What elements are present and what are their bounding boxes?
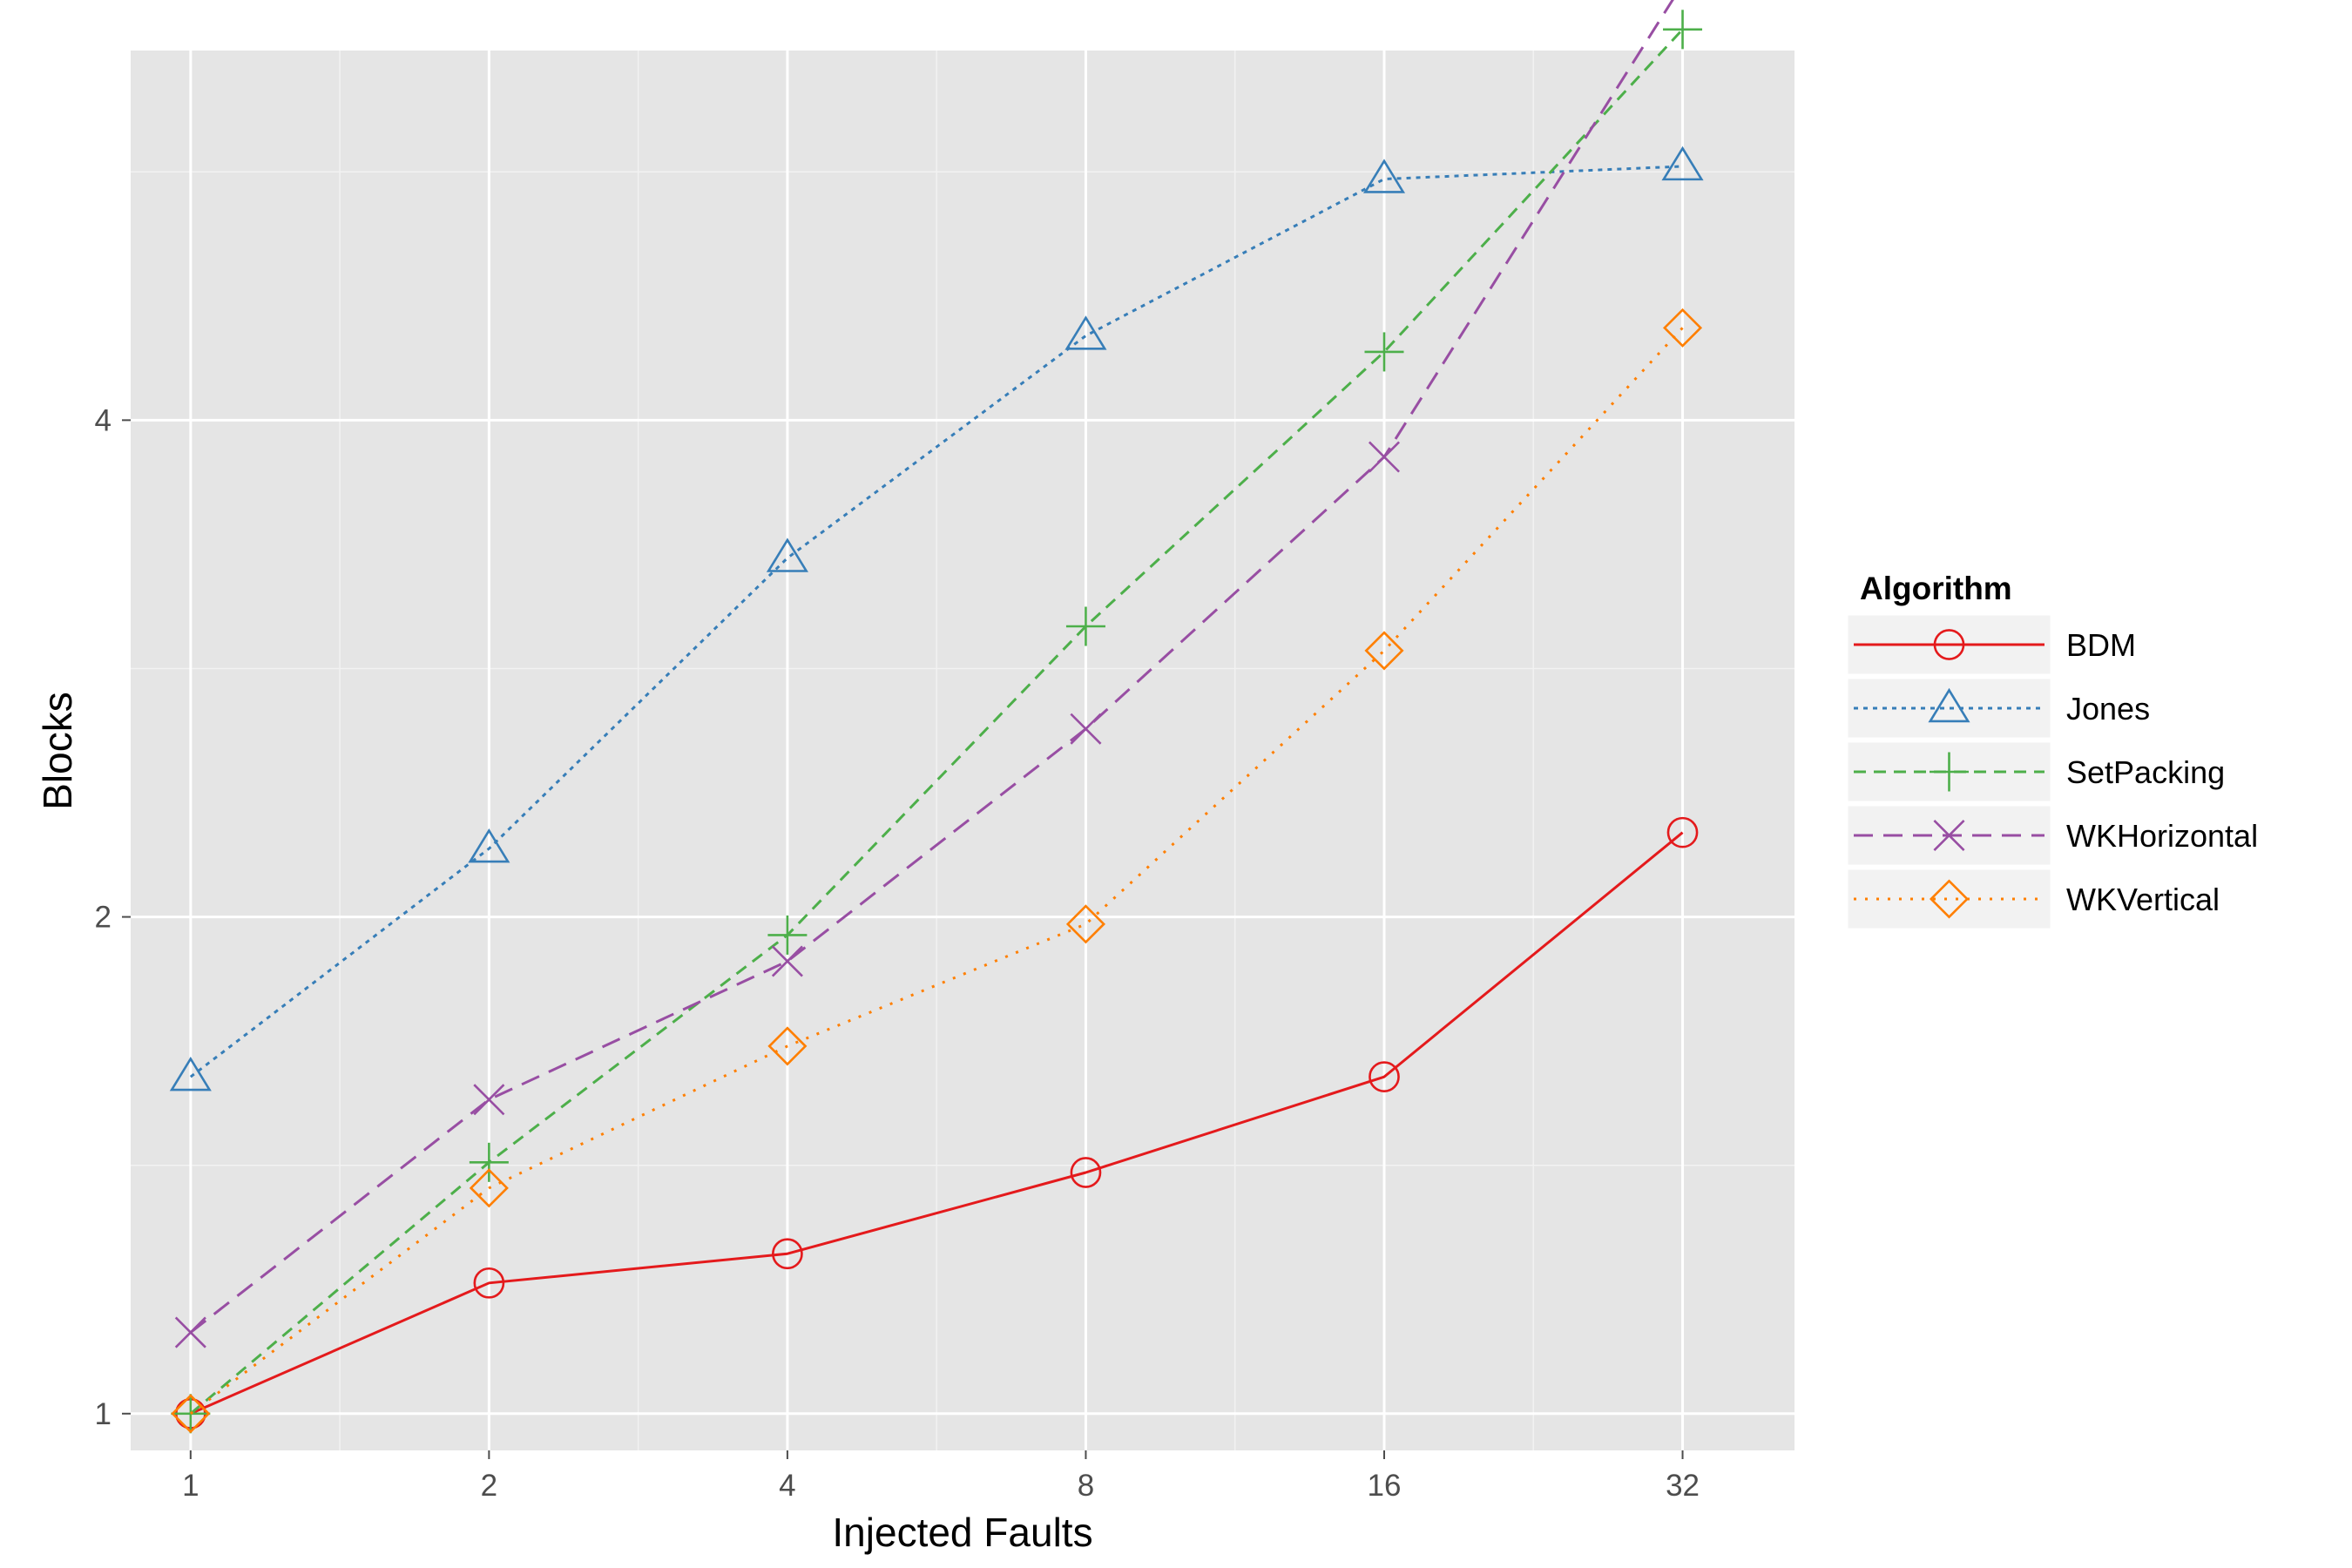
legend-item-wkhorizontal: WKHorizontal	[1845, 803, 2258, 868]
data-point-wkvertical	[767, 1026, 808, 1066]
data-point-bdm	[1666, 816, 1699, 848]
legend-key-marker	[1928, 687, 1970, 723]
legend-item-jones: Jones	[1845, 676, 2150, 740]
series-wkvertical	[171, 308, 1703, 1434]
y-axis-title: Blocks	[35, 692, 80, 809]
data-point-jones	[1362, 159, 1406, 193]
series-line-jones	[189, 165, 1683, 1078]
series-wkhorizontal	[174, 0, 1674, 1348]
data-point-setpacking	[469, 1142, 509, 1182]
legend-label: BDM	[2066, 627, 2136, 663]
axis-ticks: 1 2 4 8 16 32 1 2 4	[95, 403, 1700, 1503]
legend-item-wkvertical: WKVertical	[1845, 867, 2220, 931]
data-point-wkhorizontal	[473, 1084, 505, 1116]
legend-key-marker	[1933, 629, 1965, 660]
x-tick-label: 1	[182, 1469, 199, 1503]
data-point-wkvertical	[1364, 631, 1404, 671]
data-point-jones	[468, 828, 510, 863]
y-tick-label: 4	[95, 403, 112, 437]
data-point-wkhorizontal	[1070, 713, 1102, 745]
x-tick-label: 2	[481, 1469, 497, 1503]
data-point-bdm	[1369, 1061, 1400, 1093]
legend-item-setpacking: SetPacking	[1845, 740, 2225, 804]
legend-key-background	[1845, 867, 2053, 931]
data-point-wkhorizontal	[1368, 441, 1401, 473]
data-point-wkvertical	[1662, 308, 1703, 348]
series-jones	[169, 145, 1704, 1092]
series-line-wkhorizontal	[189, 0, 1674, 1334]
x-tick-label: 8	[1078, 1469, 1094, 1503]
legend-label: Jones	[2066, 691, 2150, 727]
legend-key-marker	[1930, 752, 1969, 792]
legend: Algorithm BDM Jones SetPacking WKHorizontal…	[1845, 571, 2258, 931]
data-point-wkvertical	[1065, 904, 1105, 944]
data-point-wkvertical	[171, 1394, 211, 1434]
data-point-jones	[169, 1056, 212, 1092]
legend-key-marker	[1933, 819, 1965, 852]
data-point-bdm	[1070, 1157, 1102, 1188]
x-tick-label: 4	[779, 1469, 795, 1503]
series-layer	[169, 0, 1704, 1434]
data-point-wkhorizontal	[174, 1316, 206, 1348]
legend-item-bdm: BDM	[1845, 612, 2136, 677]
legend-title: Algorithm	[1860, 571, 2012, 606]
legend-label: SetPacking	[2066, 754, 2225, 790]
major-gridlines	[131, 51, 1794, 1450]
x-axis-title: Injected Faults	[832, 1510, 1092, 1555]
x-tick-label: 16	[1368, 1469, 1402, 1503]
data-point-jones	[1661, 145, 1704, 181]
data-point-setpacking	[767, 915, 808, 955]
legend-key-marker	[1929, 879, 1970, 919]
data-point-wkvertical	[469, 1168, 509, 1208]
series-line-setpacking	[189, 28, 1684, 1415]
minor-gridlines	[131, 51, 1794, 1450]
data-point-bdm	[772, 1238, 803, 1270]
plot-panel	[131, 51, 1794, 1450]
data-point-jones	[766, 537, 808, 572]
data-point-setpacking	[1663, 10, 1703, 50]
data-point-bdm	[473, 1267, 505, 1299]
y-tick-label: 1	[95, 1397, 112, 1431]
x-tick-label: 32	[1666, 1469, 1700, 1503]
y-tick-label: 2	[95, 901, 112, 935]
legend-label: WKHorizontal	[2066, 818, 2258, 854]
data-point-wkhorizontal	[771, 945, 803, 977]
data-point-setpacking	[1065, 606, 1105, 646]
legend-label: WKVertical	[2066, 882, 2220, 917]
series-line-bdm	[190, 831, 1684, 1416]
data-point-setpacking	[1364, 332, 1404, 372]
data-point-jones	[1064, 315, 1107, 350]
